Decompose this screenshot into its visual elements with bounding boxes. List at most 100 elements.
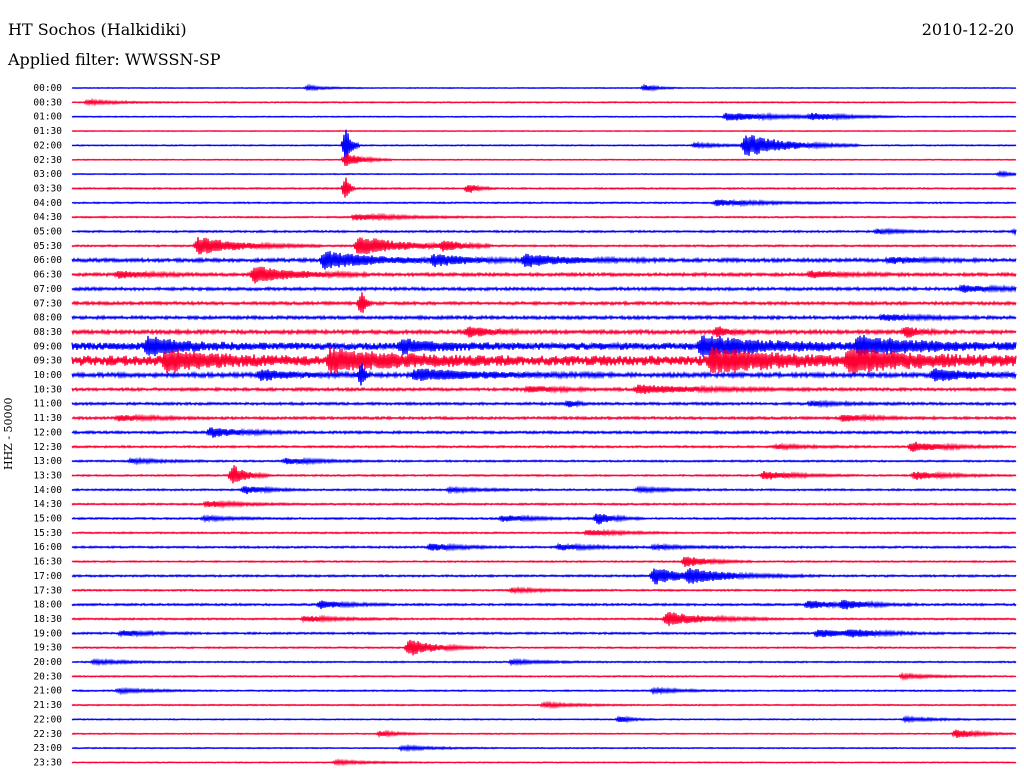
row-time-label: 22:30 [33, 729, 62, 740]
row-time-label: 16:30 [33, 557, 62, 568]
trace-line [71, 528, 1017, 537]
row-time-label: 04:00 [33, 198, 62, 209]
trace-line [71, 129, 1017, 162]
trace-line [71, 714, 1017, 724]
trace-line [71, 251, 1017, 270]
trace-line [71, 413, 1017, 423]
row-time-label: 07:30 [33, 298, 62, 309]
row-time-label: 05:00 [33, 227, 62, 238]
trace-line [71, 177, 1017, 198]
trace-line [71, 743, 1017, 753]
trace-line [71, 227, 1017, 237]
row-time-label: 15:00 [33, 514, 62, 525]
trace-line [71, 266, 1017, 284]
row-time-label: 12:30 [33, 442, 62, 453]
row-time-label: 13:30 [33, 470, 62, 481]
row-time-label: 10:00 [33, 370, 62, 381]
row-time-label: 23:30 [33, 757, 62, 768]
trace-line [71, 334, 1017, 358]
row-time-label: 11:30 [33, 413, 62, 424]
trace-line [71, 542, 1017, 552]
row-time-label: 23:00 [33, 743, 62, 754]
row-time-label: 08:00 [33, 313, 62, 324]
trace-line [71, 153, 1017, 167]
trace-line [71, 513, 1017, 525]
row-time-label: 21:00 [33, 686, 62, 697]
trace-line [71, 628, 1017, 638]
trace-line [71, 384, 1017, 395]
row-time-label: 02:00 [33, 140, 62, 151]
row-time-label: 06:00 [33, 255, 62, 266]
trace-line [71, 284, 1017, 294]
row-time-label: 09:00 [33, 341, 62, 352]
row-time-label: 19:00 [33, 628, 62, 639]
row-time-label: 22:00 [33, 714, 62, 725]
trace-line [71, 326, 1017, 338]
row-time-label: 01:30 [33, 126, 62, 137]
row-time-label: 19:30 [33, 643, 62, 654]
row-time-label: 11:00 [33, 399, 62, 410]
row-time-label: 08:30 [33, 327, 62, 338]
trace-line [71, 212, 1017, 222]
trace-line [71, 346, 1017, 375]
row-time-label: 17:00 [33, 571, 62, 582]
trace-line [71, 657, 1017, 667]
record-date: 2010-12-20 [921, 20, 1014, 39]
station-title: HT Sochos (Halkidiki) [8, 20, 187, 39]
trace-line [71, 129, 1017, 133]
row-time-label: 20:00 [33, 657, 62, 668]
row-time-label: 07:00 [33, 284, 62, 295]
row-time-label: 02:30 [33, 155, 62, 166]
row-time-label: 20:30 [33, 671, 62, 682]
row-time-label: 17:30 [33, 585, 62, 596]
row-time-label: 09:30 [33, 356, 62, 367]
row-time-label: 18:30 [33, 614, 62, 625]
row-time-label: 00:30 [33, 97, 62, 108]
row-time-label: 13:00 [33, 456, 62, 467]
trace-line [71, 729, 1017, 739]
row-time-label: 10:30 [33, 384, 62, 395]
row-time-label: 03:30 [33, 183, 62, 194]
filter-label: Applied filter: WWSSN-SP [8, 50, 221, 69]
trace-line [71, 83, 1017, 92]
trace-line [71, 198, 1017, 208]
trace-line [71, 97, 1017, 107]
row-time-label: 14:00 [33, 485, 62, 496]
trace-line [71, 427, 1017, 438]
trace-line [71, 499, 1017, 509]
trace-line [71, 639, 1017, 656]
trace-line [71, 758, 1017, 767]
trace-line [71, 112, 1017, 122]
trace-line [71, 585, 1017, 595]
row-time-label: 04:30 [33, 212, 62, 223]
trace-line [71, 292, 1017, 313]
trace-line [71, 671, 1017, 682]
trace-line [71, 312, 1017, 323]
trace-line [71, 169, 1017, 179]
row-time-label: 12:00 [33, 427, 62, 438]
trace-line [71, 236, 1017, 255]
trace-line [71, 686, 1017, 696]
trace-line [71, 700, 1017, 710]
row-time-label: 16:00 [33, 542, 62, 553]
row-time-label: 03:00 [33, 169, 62, 180]
trace-line [71, 568, 1017, 585]
row-time-label: 05:30 [33, 241, 62, 252]
trace-line [71, 612, 1017, 626]
row-time-label: 15:30 [33, 528, 62, 539]
trace-line [71, 399, 1017, 409]
trace-line [71, 599, 1017, 610]
row-time-label: 01:00 [33, 112, 62, 123]
row-time-label: 21:30 [33, 700, 62, 711]
row-time-label: 00:00 [33, 83, 62, 94]
trace-line [71, 362, 1017, 386]
trace-line [71, 456, 1017, 466]
trace-line [71, 441, 1017, 452]
row-time-label: 18:00 [33, 600, 62, 611]
trace-line [71, 465, 1017, 484]
row-time-label: 14:30 [33, 499, 62, 510]
trace-line [71, 556, 1017, 567]
row-time-label: 06:30 [33, 270, 62, 281]
trace-line [71, 485, 1017, 495]
